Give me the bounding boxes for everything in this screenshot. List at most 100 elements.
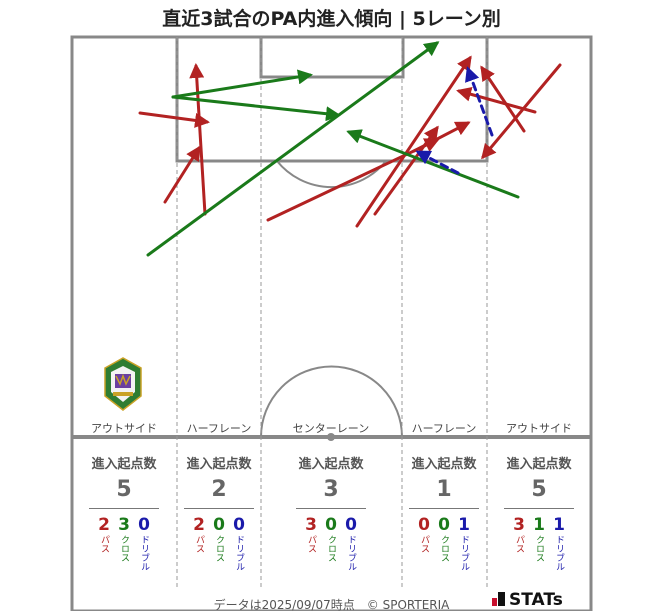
- lane-1-cross: 3 クロス: [114, 515, 134, 566]
- lane-3-divider: [296, 508, 366, 509]
- entry-arrows: [138, 41, 562, 257]
- pass-arrow-14: [480, 65, 526, 133]
- lane-1-stat-header: 進入起点数: [91, 457, 157, 472]
- lane-2-dribble: 0 ドリブル: [229, 515, 249, 575]
- lane-5-divider: [504, 508, 574, 509]
- lane-label-1: アウトサイド: [91, 422, 157, 435]
- lane-3-dribble-label: ドリブル: [346, 535, 356, 571]
- center-circle: [260, 365, 403, 438]
- stats-logo: STATs: [492, 590, 563, 610]
- footer-date: データは2025/09/07時点: [213, 598, 355, 612]
- pass-arrow-8: [355, 55, 472, 228]
- lane-5-stat-header: 進入起点数: [506, 457, 572, 472]
- lane-4-pass-count: 0: [418, 515, 430, 535]
- lane-1-total: 5: [116, 477, 132, 502]
- center-spot: [327, 433, 335, 441]
- lane-1-divider: [89, 508, 159, 509]
- footer-note: データは2025/09/07時点 © SPORTERIA: [0, 596, 663, 613]
- dribble-arrow-16: [415, 150, 460, 175]
- lane-2-cross-count: 0: [213, 515, 225, 535]
- lane-2-dribble-label: ドリブル: [234, 535, 244, 571]
- lane-2-pass: 2 パス: [189, 515, 209, 557]
- lane-5-pass-label: パス: [514, 535, 524, 553]
- lane-labels: アウトサイド ハーフレーン センターレーン ハーフレーン アウトサイド: [91, 422, 572, 435]
- lane-4-dribble: 1 ドリブル: [454, 515, 474, 575]
- lane-3-cross: 0 クロス: [321, 515, 341, 566]
- lane-4-pass-label: パス: [419, 535, 429, 553]
- pass-arrow-12: [481, 63, 562, 160]
- lane-5-dribble: 1 ドリブル: [549, 515, 569, 575]
- lane-label-3: センターレーン: [293, 422, 369, 435]
- cross-arrow-11: [346, 129, 520, 199]
- dribble-arrow-15: [465, 66, 494, 137]
- lane-5-dribble-label: ドリブル: [554, 535, 564, 571]
- team-emblem: [104, 357, 142, 411]
- pass-arrow-2: [189, 63, 207, 216]
- pass-arrow-10: [412, 121, 471, 153]
- lane-1-cross-label: クロス: [119, 535, 129, 562]
- pass-arrow-13: [456, 86, 537, 114]
- pass-arrow-1: [163, 145, 201, 204]
- footer-copyright: © SPORTERIA: [366, 598, 450, 612]
- lane-4-dribble-count: 1: [458, 515, 470, 535]
- lane-3-cross-count: 0: [325, 515, 337, 535]
- lane-5-pass: 3 パス: [509, 515, 529, 557]
- lane-2-total: 2: [211, 477, 227, 502]
- lane-4-cross-count: 0: [438, 515, 450, 535]
- lane-1-pass-count: 2: [98, 515, 110, 535]
- lane-2-pass-label: パス: [194, 535, 204, 553]
- lane-4-divider: [409, 508, 479, 509]
- pass-arrow-3: [138, 111, 210, 128]
- lane-1-dribble-label: ドリブル: [139, 535, 149, 571]
- lane-5-cross-count: 1: [533, 515, 545, 535]
- lane-3-pass: 3 パス: [301, 515, 321, 557]
- cross-arrow-6: [146, 41, 440, 257]
- lane-1-dribble: 0 ドリブル: [134, 515, 154, 575]
- lane-label-5: アウトサイド: [506, 422, 572, 435]
- lane-3-cross-label: クロス: [326, 535, 336, 562]
- lane-3-stat-header: 進入起点数: [298, 457, 364, 472]
- lane-4-cross-label: クロス: [439, 535, 449, 562]
- lane-1-pass: 2 パス: [94, 515, 114, 557]
- pitch-outline: [70, 35, 593, 611]
- cross-arrow-5: [171, 95, 341, 122]
- penalty-arc: [276, 160, 387, 189]
- lane-4-dribble-label: ドリブル: [459, 535, 469, 571]
- stats-logo-mark: [492, 592, 505, 606]
- lane-label-2: ハーフレーン: [187, 422, 252, 435]
- lane-5-total: 5: [531, 477, 547, 502]
- lane-3-dribble-count: 0: [345, 515, 357, 535]
- lane-4-pass: 0 パス: [414, 515, 434, 557]
- lane-2-pass-count: 2: [193, 515, 205, 535]
- lane-1-pass-label: パス: [99, 535, 109, 553]
- lane-4-stat-header: 進入起点数: [411, 457, 477, 472]
- goal-area: [259, 37, 405, 79]
- lane-4-total: 1: [436, 477, 452, 502]
- lane-3-pass-label: パス: [306, 535, 316, 553]
- lane-2-cross: 0 クロス: [209, 515, 229, 566]
- lane-5-cross: 1 クロス: [529, 515, 549, 566]
- pass-arrow-7: [266, 138, 440, 222]
- lane-4-cross: 0 クロス: [434, 515, 454, 566]
- lane-3-total: 3: [323, 477, 339, 502]
- lane-label-4: ハーフレーン: [412, 422, 477, 435]
- lane-1-cross-count: 3: [118, 515, 130, 535]
- chart-title: 直近3試合のPA内進入傾向 | 5レーン別: [162, 8, 501, 30]
- stats-logo-text: STATs: [509, 590, 563, 610]
- lane-2-divider: [184, 508, 254, 509]
- lane-3-dribble: 0 ドリブル: [341, 515, 361, 575]
- penalty-area: [175, 37, 489, 163]
- cross-arrow-4: [171, 69, 313, 99]
- lane-3-pass-count: 3: [305, 515, 317, 535]
- lane-2-cross-label: クロス: [214, 535, 224, 562]
- lane-5-dribble-count: 1: [553, 515, 565, 535]
- lane-1-dribble-count: 0: [138, 515, 150, 535]
- pass-arrow-9: [373, 125, 439, 216]
- lane-5-pass-count: 3: [513, 515, 525, 535]
- lane-2-dribble-count: 0: [233, 515, 245, 535]
- lane-5-cross-label: クロス: [534, 535, 544, 562]
- lane-2-stat-header: 進入起点数: [186, 457, 252, 472]
- lane-dividers: [176, 37, 488, 590]
